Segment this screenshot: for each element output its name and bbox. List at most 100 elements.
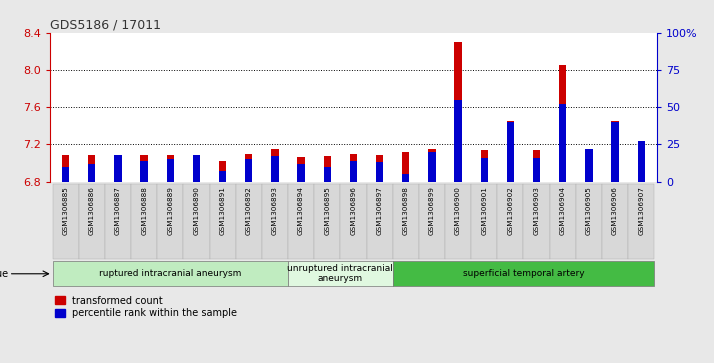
Bar (245, 154, 253, 182)
Bar (288, 184, 314, 259)
Text: GSM1306898: GSM1306898 (403, 186, 408, 235)
Text: GSM1306897: GSM1306897 (376, 186, 383, 235)
Bar (209, 184, 236, 259)
Bar (533, 150, 540, 182)
Bar (611, 122, 619, 182)
Bar (585, 150, 593, 182)
Bar (638, 141, 645, 182)
Bar (628, 184, 654, 259)
Bar (245, 159, 253, 182)
Bar (376, 162, 383, 182)
Bar (219, 171, 226, 182)
Text: GSM1306891: GSM1306891 (220, 186, 226, 235)
Text: GSM1306901: GSM1306901 (481, 186, 487, 235)
Bar (88, 155, 96, 182)
Bar (402, 152, 409, 182)
Text: GSM1306900: GSM1306900 (455, 186, 461, 235)
Bar (141, 155, 148, 182)
Text: GSM1306893: GSM1306893 (272, 186, 278, 235)
Text: superficial temporal artery: superficial temporal artery (463, 269, 584, 278)
Bar (88, 164, 96, 182)
Legend: transformed count, percentile rank within the sample: transformed count, percentile rank withi… (55, 295, 237, 318)
Bar (602, 184, 628, 259)
Text: GSM1306890: GSM1306890 (193, 186, 199, 235)
Text: tissue: tissue (0, 269, 9, 279)
Bar (114, 155, 121, 182)
Bar (271, 149, 278, 182)
Bar (105, 184, 131, 259)
Bar (428, 152, 436, 182)
Text: ruptured intracranial aneurysm: ruptured intracranial aneurysm (99, 269, 241, 278)
Bar (157, 184, 183, 259)
Bar (323, 167, 331, 182)
Text: GSM1306894: GSM1306894 (298, 186, 304, 235)
Bar (559, 65, 566, 182)
Bar (141, 161, 148, 182)
Text: GSM1306895: GSM1306895 (324, 186, 331, 235)
Bar (638, 144, 645, 182)
Bar (393, 261, 654, 286)
Bar (183, 184, 209, 259)
Text: GSM1306892: GSM1306892 (246, 186, 252, 235)
Text: GSM1306905: GSM1306905 (586, 186, 592, 235)
Bar (366, 184, 393, 259)
Bar (114, 155, 121, 182)
Bar (445, 184, 471, 259)
Text: GSM1306888: GSM1306888 (141, 186, 147, 235)
Text: GSM1306907: GSM1306907 (638, 186, 644, 235)
Bar (323, 156, 331, 182)
Bar (53, 184, 79, 259)
Bar (611, 121, 619, 182)
Bar (236, 184, 262, 259)
Text: GSM1306899: GSM1306899 (429, 186, 435, 235)
Bar (193, 155, 200, 182)
Text: GSM1306906: GSM1306906 (612, 186, 618, 235)
Bar (507, 122, 514, 182)
Text: GSM1306904: GSM1306904 (560, 186, 565, 235)
Bar (131, 184, 157, 259)
Bar (471, 184, 498, 259)
Text: GSM1306896: GSM1306896 (351, 186, 356, 235)
Bar (193, 158, 200, 182)
Bar (419, 184, 445, 259)
Bar (523, 184, 550, 259)
Bar (298, 164, 305, 182)
Bar (507, 121, 514, 182)
Bar (262, 184, 288, 259)
Bar (314, 184, 341, 259)
Bar (481, 150, 488, 182)
Bar (585, 149, 593, 182)
Bar (298, 157, 305, 182)
Bar (341, 184, 366, 259)
Bar (166, 159, 174, 182)
Bar (219, 161, 226, 182)
Text: GSM1306887: GSM1306887 (115, 186, 121, 235)
Bar (350, 161, 357, 182)
Text: GSM1306886: GSM1306886 (89, 186, 95, 235)
Bar (350, 154, 357, 182)
Bar (550, 184, 575, 259)
Bar (79, 184, 105, 259)
Bar (559, 104, 566, 182)
Bar (393, 184, 419, 259)
Bar (498, 184, 523, 259)
Text: GSM1306903: GSM1306903 (533, 186, 540, 235)
Bar (376, 155, 383, 182)
Bar (166, 155, 174, 182)
Bar (62, 167, 69, 182)
Text: GSM1306902: GSM1306902 (508, 186, 513, 235)
Text: unruptured intracranial
aneurysm: unruptured intracranial aneurysm (288, 264, 393, 284)
Bar (402, 174, 409, 182)
Bar (62, 155, 69, 182)
Text: GSM1306889: GSM1306889 (167, 186, 174, 235)
Bar (533, 158, 540, 182)
Bar (271, 156, 278, 182)
Bar (454, 42, 462, 182)
Bar (481, 158, 488, 182)
Text: GDS5186 / 17011: GDS5186 / 17011 (50, 19, 161, 32)
Bar (575, 184, 602, 259)
Text: GSM1306885: GSM1306885 (63, 186, 69, 235)
Bar (53, 261, 288, 286)
Bar (454, 100, 462, 182)
Bar (428, 149, 436, 182)
